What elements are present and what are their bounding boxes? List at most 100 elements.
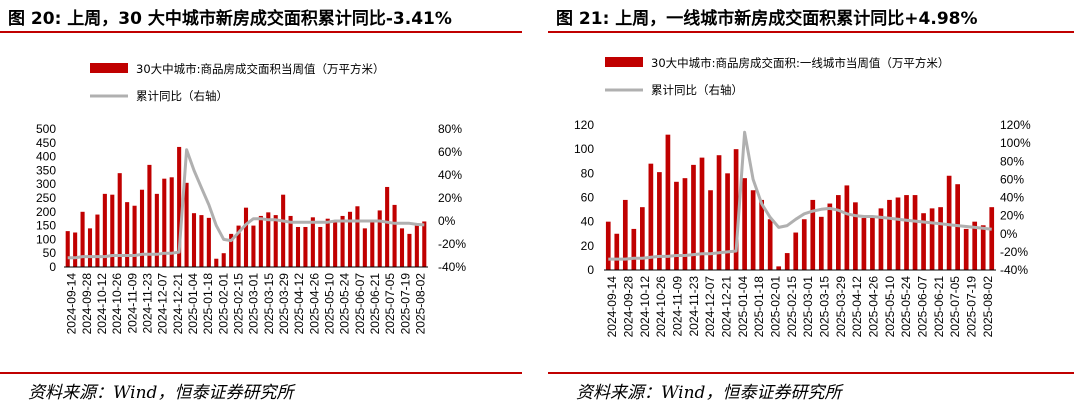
bar [614,233,620,270]
x-tick-label: 2025-03-29 [277,273,291,335]
bar [184,182,189,267]
x-tick-label: 2024-09-14 [65,273,79,335]
y-left-tick-label: 20 [581,239,595,253]
bar [236,225,241,267]
x-tick-label: 2025-02-15 [231,273,245,335]
bar [102,193,107,267]
x-tick-label: 2024-12-07 [703,276,717,338]
y-left-tick-label: 200 [36,205,56,219]
bar [674,181,679,270]
bar [929,208,935,270]
y-left-tick-label: 450 [36,136,56,150]
bar [963,228,969,270]
x-tick-label: 2025-05-24 [899,276,913,338]
legend-bar-swatch [90,63,128,73]
x-tick-label: 2024-11-09 [125,273,139,334]
source-text: 资料来源：Wind，恒泰证券研究所 [576,383,842,403]
bar [414,225,419,267]
bar [370,220,375,267]
y-left-tick-label: 400 [36,150,56,164]
x-tick-label: 2025-04-26 [867,276,881,338]
bar [733,149,739,270]
x-tick-label: 2025-04-12 [292,273,306,335]
bar [295,226,301,267]
bar [767,219,773,270]
x-tick-label: 2025-08-02 [981,276,995,338]
bar [177,146,182,267]
y-right-tick-label: -20% [1000,245,1028,259]
bar [716,155,722,270]
chart-canvas: 30大中城市:商品房成交面积当周值（万平方米） 累计同比（右轴） 500450400… [36,62,466,335]
bar [73,232,78,267]
bar [355,206,360,267]
bar [938,207,943,270]
title-rule [548,31,1074,33]
bar [699,157,705,270]
bar [793,232,799,270]
bar [750,190,756,270]
y-right-tick-label: -40% [1000,263,1028,277]
x-tick-label: 2025-06-07 [353,273,367,335]
x-tick-label: 2024-10-12 [638,276,652,338]
y-left-tick-label: 350 [36,163,56,177]
bar [955,184,960,270]
x-tick-label: 2025-01-04 [186,273,200,335]
y-right-tick-label: 80% [1000,154,1024,168]
legend-bar-label: 30大中城市:商品房成交面积当周值（万平方米） [136,62,385,76]
bar [125,202,130,267]
chart-panel-right: 图 21: 上周，一线城市新房成交面积累计同比+4.98% 30大中城市:商品房… [548,0,1074,406]
bar [887,199,892,270]
x-tick-label: 2025-06-07 [916,276,930,338]
y-right-tick-label: 100% [1000,136,1031,150]
bar [818,216,824,270]
bar [377,210,382,267]
bar [648,163,654,270]
x-tick-label: 2025-03-01 [801,276,815,338]
y-left-tick-label: 100 [574,142,594,156]
y-right-tick-label: 80% [438,122,462,136]
bar [810,199,816,270]
bar [333,221,338,267]
x-tick-label: 2025-04-12 [850,276,864,338]
x-tick-label: 2025-06-21 [932,276,946,338]
bar [154,193,159,267]
bar [691,164,696,270]
bar [742,178,747,270]
x-tick-label: 2025-03-01 [247,273,261,335]
bar [912,195,918,270]
y-left-tick-label: 500 [36,122,56,136]
y-left-tick-label: 100 [36,232,56,246]
chart-title: 图 21: 上周，一线城市新房成交面积累计同比+4.98% [556,9,978,29]
y-left-tick-label: 120 [574,118,594,132]
bar [399,228,405,267]
bar [251,225,256,267]
x-tick-label: 2025-07-05 [383,273,397,335]
x-tick-label: 2024-11-09 [671,276,685,337]
bar [87,228,93,267]
bar [325,218,330,267]
y-right-tick-label: -20% [438,237,466,251]
x-tick-label: 2024-10-12 [95,273,109,335]
bar [139,189,145,267]
bar [980,225,986,270]
bar [827,203,833,270]
bar [392,204,397,267]
y-left-tick-label: 0 [587,263,594,277]
legend-line-label: 累计同比（右轴） [136,89,228,103]
x-tick-label: 2025-02-01 [769,276,783,338]
bar [622,199,628,270]
source-text: 资料来源：Wind，恒泰证券研究所 [28,383,294,403]
title-rule [0,31,522,33]
y-right-tick-label: 60% [438,145,462,159]
bar [708,190,713,270]
x-tick-label: 2024-11-23 [140,273,154,334]
x-tick-label: 2024-10-26 [654,276,668,338]
bar [989,207,995,270]
bar [147,164,152,267]
source-rule [0,372,522,374]
chart-canvas: 30大中城市:商品房成交面积:一线城市当周值（万平方米） 累计同比（右轴） 120 1… [574,56,1031,338]
bar [784,253,790,270]
x-tick-label: 2025-07-05 [948,276,962,338]
y-left-tick-label: 50 [43,246,57,260]
bar [946,175,952,270]
